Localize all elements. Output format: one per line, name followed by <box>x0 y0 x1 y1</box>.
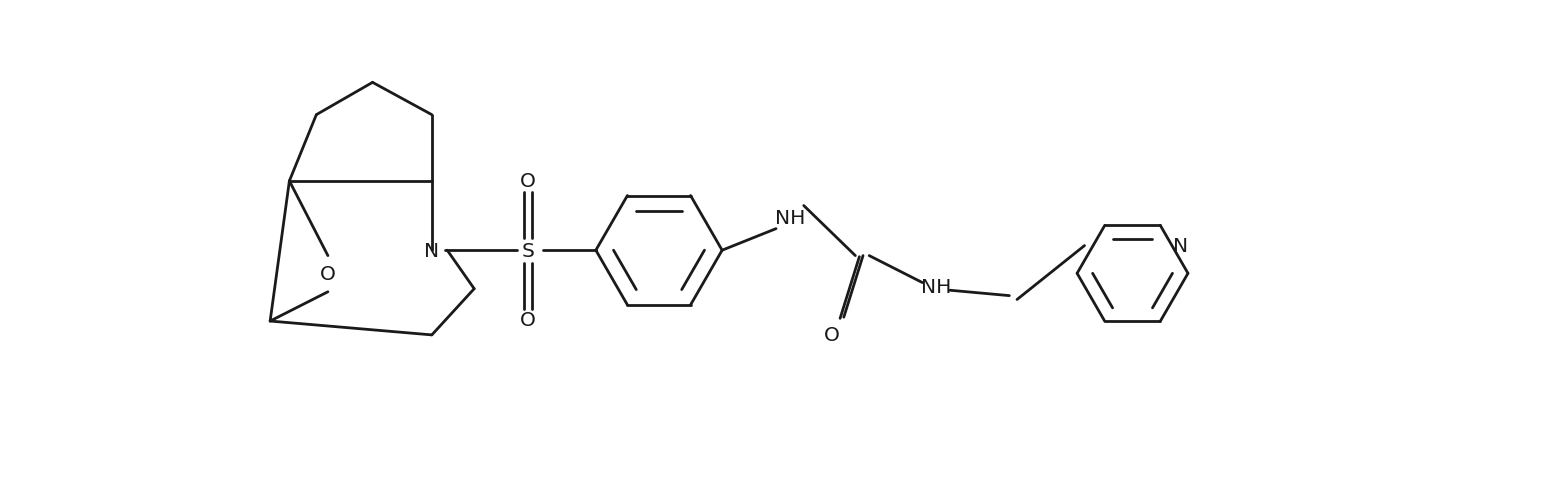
Text: N: N <box>425 241 439 260</box>
Text: N: N <box>1173 236 1188 256</box>
Text: NH: NH <box>921 278 952 296</box>
Text: O: O <box>521 311 536 329</box>
Text: NH: NH <box>774 208 805 227</box>
Text: O: O <box>825 325 840 344</box>
Text: O: O <box>521 172 536 191</box>
Text: S: S <box>522 241 535 260</box>
Text: O: O <box>320 264 335 283</box>
